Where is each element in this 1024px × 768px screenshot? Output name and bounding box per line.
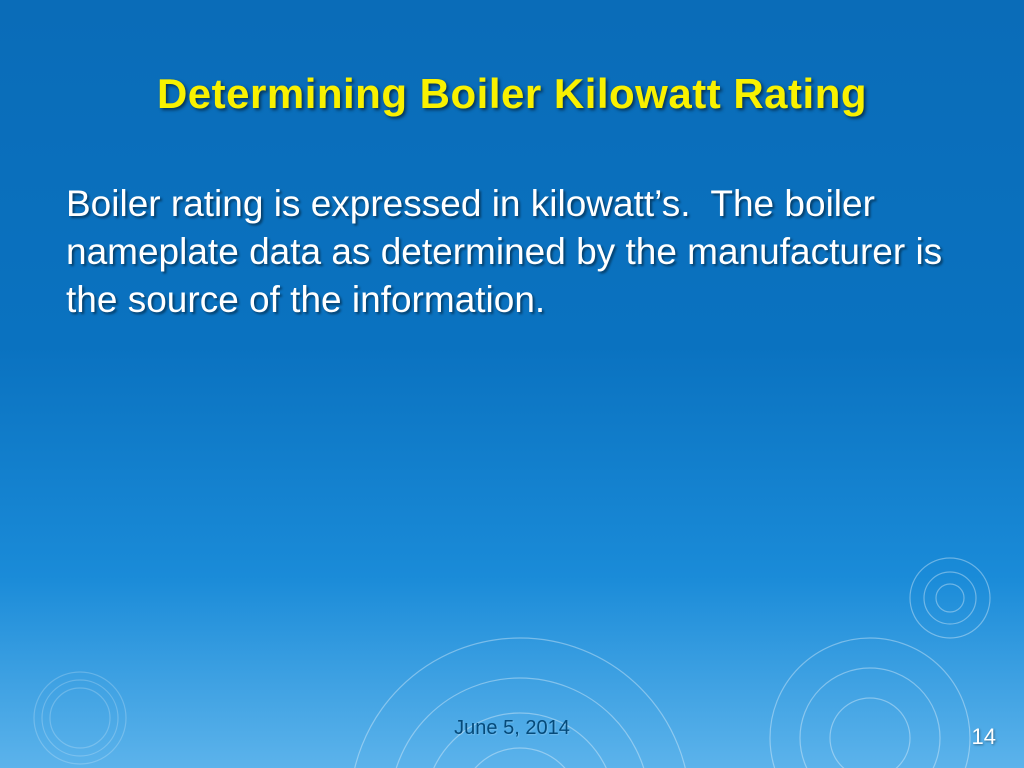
slide-body-text: Boiler rating is expressed in kilowatt’s… (66, 180, 954, 324)
slide: Determining Boiler Kilowatt Rating Boile… (0, 0, 1024, 768)
page-number: 14 (972, 724, 996, 750)
slide-title: Determining Boiler Kilowatt Rating (0, 70, 1024, 118)
footer-date: June 5, 2014 (0, 717, 1024, 740)
